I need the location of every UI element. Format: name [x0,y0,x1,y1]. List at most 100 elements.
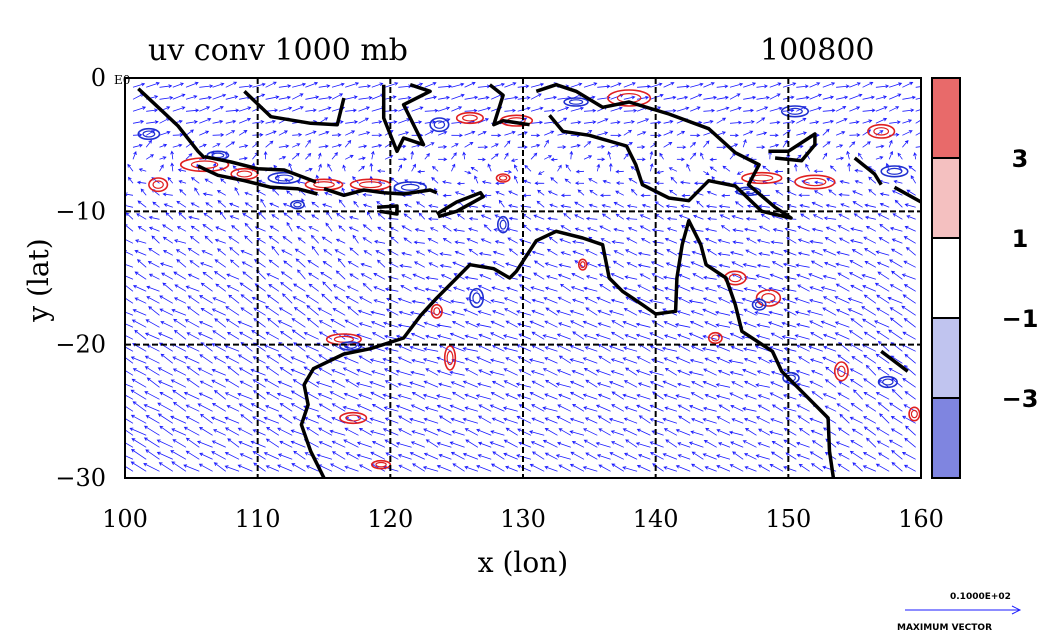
coastlines [137,82,921,478]
convergence-contour [455,111,484,125]
colorbar-label: −1 [1002,305,1039,333]
convergence-contour [782,371,800,385]
convergence-contour-inner [579,261,586,269]
x-axis-label: x (lon) [478,546,568,579]
chart-title: uv conv 1000 mb [148,33,408,68]
colorbar-label: 1 [1012,225,1029,253]
reference-vector-caption: MAXIMUM VECTOR [897,623,992,633]
colorbar-label: −3 [1002,385,1039,413]
y-tick-label: −20 [55,331,106,359]
convergence-contour-inner [711,334,720,342]
convergence-contour-inner [910,409,918,419]
convergence-contour-inner [803,177,827,187]
convergence-contour-inner [274,174,294,182]
y-axis-ticks: 0 −10 −20 −30 [55,64,106,492]
convergence-contour [877,375,898,389]
convergence-contour-inner [761,293,776,304]
convergence-contour [833,361,849,382]
plot-frame [124,77,922,479]
reference-vector-arrowhead [1011,605,1022,615]
colorbar-band [932,238,960,318]
convergence-contour-inner [433,120,446,129]
convergence-contour [148,177,169,193]
convergence-contour-inner [472,292,481,304]
convergence-contour [741,171,783,185]
convergence-contour-inner [882,378,894,386]
x-tick-label: 100 [102,505,148,533]
coastline [376,204,399,216]
convergence-contour-inner [152,180,164,189]
coastline [381,83,432,154]
convergence-contour [370,459,392,470]
convergence-contour [780,105,810,118]
lat-lon-grid [125,78,921,478]
convergence-contour [496,215,510,234]
convergence-contour-inner [568,99,584,105]
coastline [893,185,921,204]
plot-area: E0 [114,73,922,479]
x-axis-ticks: 100 110 120 130 140 150 160 [102,505,944,533]
convergence-contour-inner [787,107,803,115]
coastline [243,90,346,127]
colorbar [931,77,961,479]
coastline [535,82,793,220]
colorbar-frame [931,77,961,479]
reference-vector-legend: 0.1000E+02 MAXIMUM VECTOR [897,592,1022,633]
x-tick-label: 130 [500,505,546,533]
convergence-contour [563,97,589,107]
coastline [768,132,817,163]
convergence-contour-inner [886,167,903,175]
convergence-contour [469,287,485,309]
convergence-contour-inner [400,183,420,191]
y-tick-label: −10 [55,197,106,225]
convergence-contour-inner [462,114,478,122]
convergence-contour [755,289,782,307]
convergence-contour [290,199,305,210]
x-tick-label: 150 [765,505,811,533]
convergence-contour [577,258,588,271]
convergence-contour [867,123,896,139]
convergence-contour-inner [313,181,335,189]
y-tick-label: 0 [91,64,106,92]
colorbar-band [932,158,960,238]
convergence-contour-inner [142,130,156,138]
x-tick-label: 120 [367,505,413,533]
convergence-contour-inner [498,175,508,181]
convergence-contour [607,89,652,107]
convergence-contour-inner [293,201,302,208]
convergence-contour [751,298,767,311]
convergence-contour [495,173,511,183]
convergence-contour [880,165,909,178]
convergence-contour [430,303,443,319]
convergence-contour [443,345,457,371]
coastline [299,218,836,478]
convergence-contour [794,174,836,190]
coastline [853,156,883,186]
coastline [323,187,438,198]
chart-timestamp: 100800 [760,33,875,68]
convergence-contour-inner [433,307,441,316]
convergence-contour-inner [873,127,890,136]
x-tick-label: 160 [898,505,944,533]
y-axis-label: y (lat) [22,238,55,322]
convergence-contour [429,117,450,133]
colorbar-band [932,398,960,478]
convergence-contour [339,341,362,351]
x-tick-label: 140 [633,505,679,533]
convergence-contour [267,171,301,185]
corner-note: E0 [114,73,130,87]
y-tick-label: −30 [55,464,106,492]
convergence-contour-inner [499,219,507,230]
convergence-contour [707,331,723,345]
convergence-contour-inner [446,350,454,366]
convergence-contour [339,411,368,425]
convergence-contour-inner [728,273,742,283]
colorbar-labels: 3 1 −1 −3 [1002,145,1039,413]
convergence-contour-inner [211,152,225,159]
coastline [197,164,318,196]
coastline [137,87,206,160]
colorbar-label: 3 [1012,145,1029,173]
convergence-contour [908,406,921,422]
convergence-contour-inner [375,461,387,468]
